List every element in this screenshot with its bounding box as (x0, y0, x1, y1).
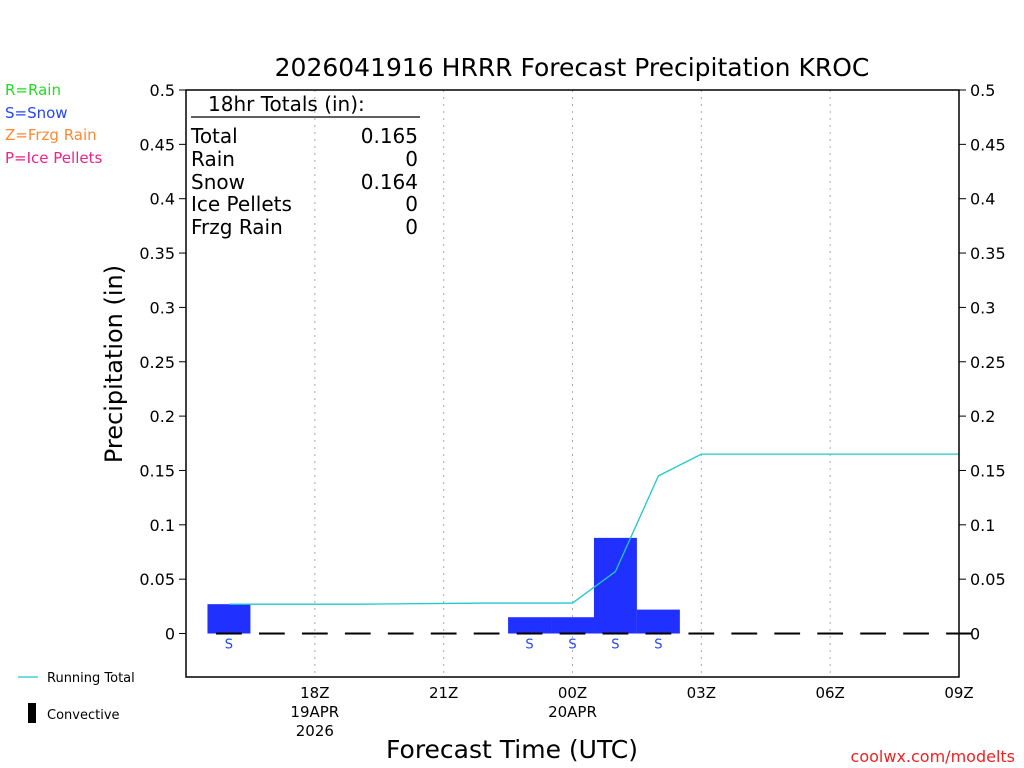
totals-label-snow: Snow (191, 170, 245, 194)
x-tick-label: 20APR (548, 703, 597, 721)
running-total-line (228, 453, 959, 605)
y-tick-label-left: 0.15 (139, 461, 175, 480)
plot-frame (185, 89, 960, 678)
precip-bar (508, 617, 552, 634)
convective-mark (774, 632, 801, 635)
x-tick-label: 03Z (687, 684, 716, 702)
ptype-label: S (611, 638, 619, 653)
convective-mark (473, 632, 500, 635)
x-tick-label: 2026 (296, 722, 334, 740)
x-tick-label: 00Z (558, 684, 587, 702)
ptype-label: S (525, 638, 533, 653)
convective-mark (688, 632, 715, 635)
x-tick-label: 18Z (300, 684, 329, 702)
convective-mark (559, 632, 586, 635)
y-tick-label-right: 0.15 (970, 461, 1006, 480)
convective-mark (731, 632, 758, 635)
legend-rain: R=Rain (5, 81, 61, 99)
x-tick-label: 09Z (944, 684, 973, 702)
y-tick-label-left: 0.25 (139, 353, 175, 372)
convective-mark (516, 632, 543, 635)
precip-bar (551, 617, 594, 634)
x-axis-label: Forecast Time (UTC) (386, 735, 638, 764)
totals-label-total: Total (190, 124, 238, 148)
y-tick-label-right: 0.2 (970, 407, 995, 426)
totals-value-rain: 0 (405, 147, 418, 171)
convective-mark (903, 632, 929, 635)
precip-bar (636, 609, 680, 634)
convective-mark (344, 632, 371, 635)
y-tick-label-right: 0.05 (970, 570, 1006, 589)
y-tick-label-right: 0.4 (970, 190, 995, 209)
totals-header: 18hr Totals (in): (208, 92, 365, 116)
x-tick-label: 21Z (429, 684, 458, 702)
totals-label-rain: Rain (191, 147, 235, 171)
legend-running-total: Running Total (47, 671, 135, 686)
y-tick-label-left: 0.4 (150, 190, 175, 209)
legend-snow: S=Snow (5, 104, 68, 122)
totals-value-snow: 0.164 (361, 170, 418, 194)
x-tick-label: 06Z (815, 684, 844, 702)
convective-mark (301, 632, 328, 635)
legend-ice-pellets: P=Ice Pellets (5, 149, 102, 167)
y-tick-label-right: 0.45 (970, 135, 1006, 154)
x-tick-label: 19APR (290, 703, 339, 721)
y-tick-label-right: 0.3 (970, 298, 995, 317)
y-tick-label-left: 0.1 (150, 516, 175, 535)
legend-convective-swatch (28, 703, 36, 723)
y-tick-label-left: 0.35 (139, 244, 175, 263)
convective-mark (817, 632, 844, 635)
y-tick-label-right: 0.25 (970, 353, 1006, 372)
y-tick-label-right: 0.35 (970, 244, 1006, 263)
totals-value-frzg-rain: 0 (405, 215, 418, 239)
y-tick-label-right: 0.1 (970, 516, 995, 535)
totals-value-ice-pellets: 0 (405, 192, 418, 216)
y-tick-label-left: 0.05 (139, 570, 175, 589)
credit-text: coolwx.com/modelts (851, 747, 1015, 766)
convective-mark (602, 632, 629, 635)
chart-title: 2026041916 HRRR Forecast Precipitation K… (275, 53, 870, 82)
y-tick-label-left: 0 (165, 625, 175, 644)
ptype-label: S (654, 638, 662, 653)
totals-value-total: 0.165 (361, 124, 418, 148)
precip-bar (593, 537, 637, 634)
convective-mark (430, 632, 457, 635)
totals-box: 18hr Totals (in): Total 0.165 Rain 0 Sno… (190, 92, 420, 239)
y-tick-label-left: 0.3 (150, 298, 175, 317)
y-axis-label: Precipitation (in) (100, 265, 128, 463)
y-tick-label-left: 0.5 (150, 81, 175, 100)
y-tick-label-left: 0.2 (150, 407, 175, 426)
totals-label-ice-pellets: Ice Pellets (191, 192, 292, 216)
ptype-label: S (225, 638, 233, 653)
ptype-label: S (568, 638, 576, 653)
convective-mark (645, 632, 672, 635)
precip-bar (207, 604, 251, 634)
convective-mark (216, 632, 242, 635)
y-tick-label-left: 0.45 (139, 135, 175, 154)
convective-mark (387, 632, 414, 635)
convective-mark (860, 632, 886, 635)
y-tick-label-right: 0 (970, 625, 980, 644)
y-tick-label-right: 0.5 (970, 81, 995, 100)
convective-mark (259, 632, 285, 635)
legend-convective: Convective (47, 708, 120, 723)
legend-frzg-rain: Z=Frzg Rain (5, 126, 97, 144)
totals-label-frzg-rain: Frzg Rain (191, 215, 283, 239)
